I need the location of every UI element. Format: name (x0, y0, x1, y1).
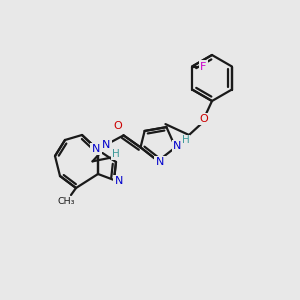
Text: F: F (200, 61, 206, 71)
Text: N: N (156, 157, 164, 167)
Text: O: O (113, 122, 122, 131)
Text: H: H (112, 149, 119, 159)
Text: CH₃: CH₃ (57, 196, 75, 206)
Text: H: H (182, 135, 189, 146)
Text: N: N (102, 140, 111, 150)
Text: N: N (173, 141, 182, 152)
Text: N: N (115, 176, 123, 186)
Text: O: O (200, 114, 208, 124)
Text: N: N (92, 144, 100, 154)
